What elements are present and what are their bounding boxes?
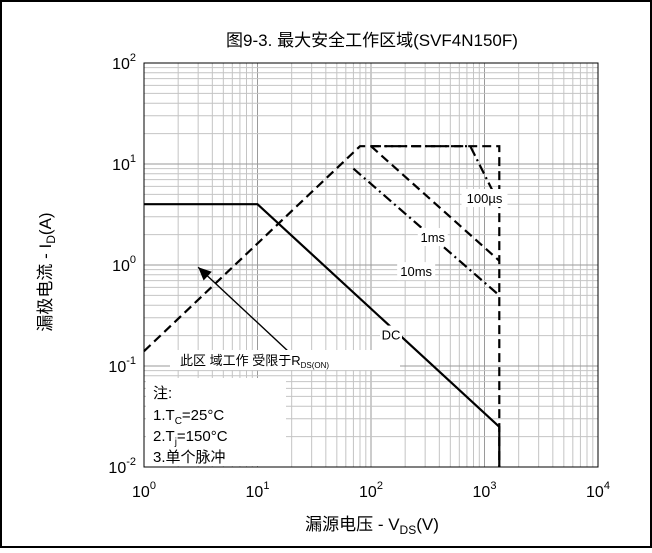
notes-line: 3.单个脉冲 — [153, 449, 226, 466]
annotation-layer: 100µs 1ms 10ms DC 此区 域工作 受限于RDS(ON) 注: 1.TC=25… — [146, 189, 508, 466]
x-tick-label: 103 — [473, 480, 497, 501]
tick-labels: 100 101 102 103 104 10-2 10-1 100 101 102 — [108, 52, 610, 501]
annotation-bg — [397, 262, 436, 281]
annotation-bg — [461, 189, 508, 208]
notes-line: 2.Tj=150°C — [153, 428, 228, 448]
x-tick-label: 100 — [132, 480, 156, 501]
series-1ms — [370, 145, 501, 262]
x-tick-label: 104 — [586, 480, 610, 501]
notes-line: 1.TC=25°C — [153, 407, 224, 427]
y-tick-label: 102 — [112, 52, 136, 73]
x-tick-label: 101 — [246, 480, 270, 501]
y-tick-label: 10-1 — [108, 355, 136, 376]
series-10ms — [352, 167, 501, 297]
notes-box — [146, 378, 286, 466]
annotation-bg — [417, 228, 448, 247]
chart-title: 图9-3. 最大安全工作区域(SVF4N150F) — [226, 31, 518, 50]
rds-note-bg — [170, 350, 400, 370]
series-100s — [371, 145, 501, 205]
rds-arrow-shaft — [197, 266, 293, 356]
annotation-10ms: 10ms — [400, 264, 432, 279]
x-axis-label: 漏源电压 - VDS(V) — [305, 515, 439, 537]
y-tick-label: 100 — [112, 254, 136, 275]
x-tick-label: 102 — [359, 480, 383, 501]
series-dc — [144, 203, 501, 467]
annotation-100us: 100µs — [467, 191, 503, 206]
rds-note: 此区 域工作 受限于RDS(ON) — [180, 353, 329, 370]
y-tick-label: 10-2 — [108, 456, 136, 477]
plot-frame — [143, 62, 599, 468]
series-boundary — [143, 145, 501, 467]
rds-arrow-head — [198, 267, 212, 281]
notes-heading: 注: — [153, 385, 172, 402]
y-tick-label: 101 — [112, 153, 136, 174]
annotation-1ms: 1ms — [420, 230, 445, 245]
annotation-dc: DC — [382, 328, 401, 343]
series-layer — [143, 145, 501, 467]
annotation-bg — [379, 325, 402, 344]
y-axis-label: 漏极电流 - ID(A) — [36, 212, 58, 331]
